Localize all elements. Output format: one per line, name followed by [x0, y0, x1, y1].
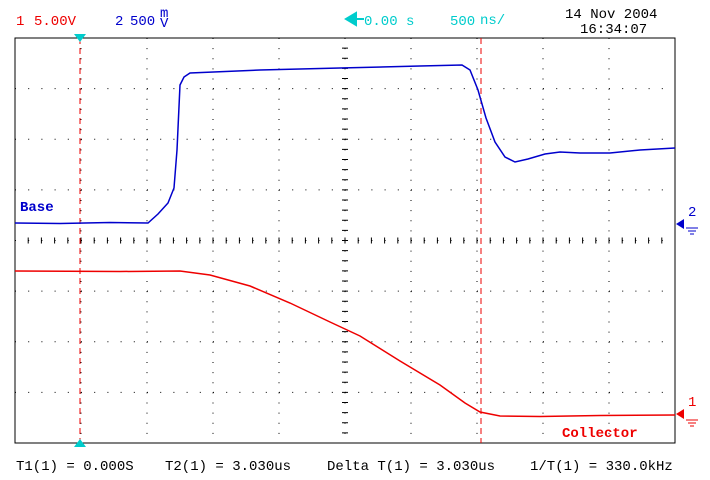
- cursor-t2-readout: T2(1) = 3.030us: [165, 459, 291, 475]
- frequency-readout: 1/T(1) = 330.0kHz: [530, 459, 673, 475]
- ch2-number: 2: [115, 14, 123, 30]
- timebase-scale: 500: [450, 14, 475, 30]
- cursor-t1-readout: T1(1) = 0.000S: [16, 459, 134, 475]
- timebase-unit: ns/: [480, 13, 505, 29]
- ch1-scale: 5.00V: [34, 14, 77, 30]
- trace-ch2: [14, 64, 676, 225]
- ch1-marker: 1: [688, 395, 696, 411]
- trace-label: Collector: [562, 426, 638, 442]
- trigger-marker-bottom: [74, 439, 86, 447]
- delta-readout: Delta T(1) = 3.030us: [327, 459, 495, 475]
- ch1-number: 1: [16, 14, 24, 30]
- ch2-unit: V: [160, 16, 169, 32]
- ch2-unit: m: [160, 6, 168, 22]
- trigger-marker-top: [74, 34, 86, 42]
- ground-symbol: [686, 227, 698, 235]
- ch2-scale: 500: [130, 14, 155, 30]
- ch2-marker: 2: [688, 205, 696, 221]
- trace-label: Base: [20, 200, 54, 216]
- position-arrow: [344, 11, 364, 27]
- frame: [14, 37, 676, 444]
- time: 16:34:07: [580, 22, 647, 38]
- ground-symbol: [686, 419, 698, 427]
- date: 14 Nov 2004: [565, 7, 657, 23]
- trace-ch1: [14, 270, 676, 418]
- ch1-marker-arrow: [676, 409, 684, 419]
- graticule: [14, 37, 676, 444]
- ch2-marker-arrow: [676, 219, 684, 229]
- timebase-position: 0.00 s: [364, 14, 414, 30]
